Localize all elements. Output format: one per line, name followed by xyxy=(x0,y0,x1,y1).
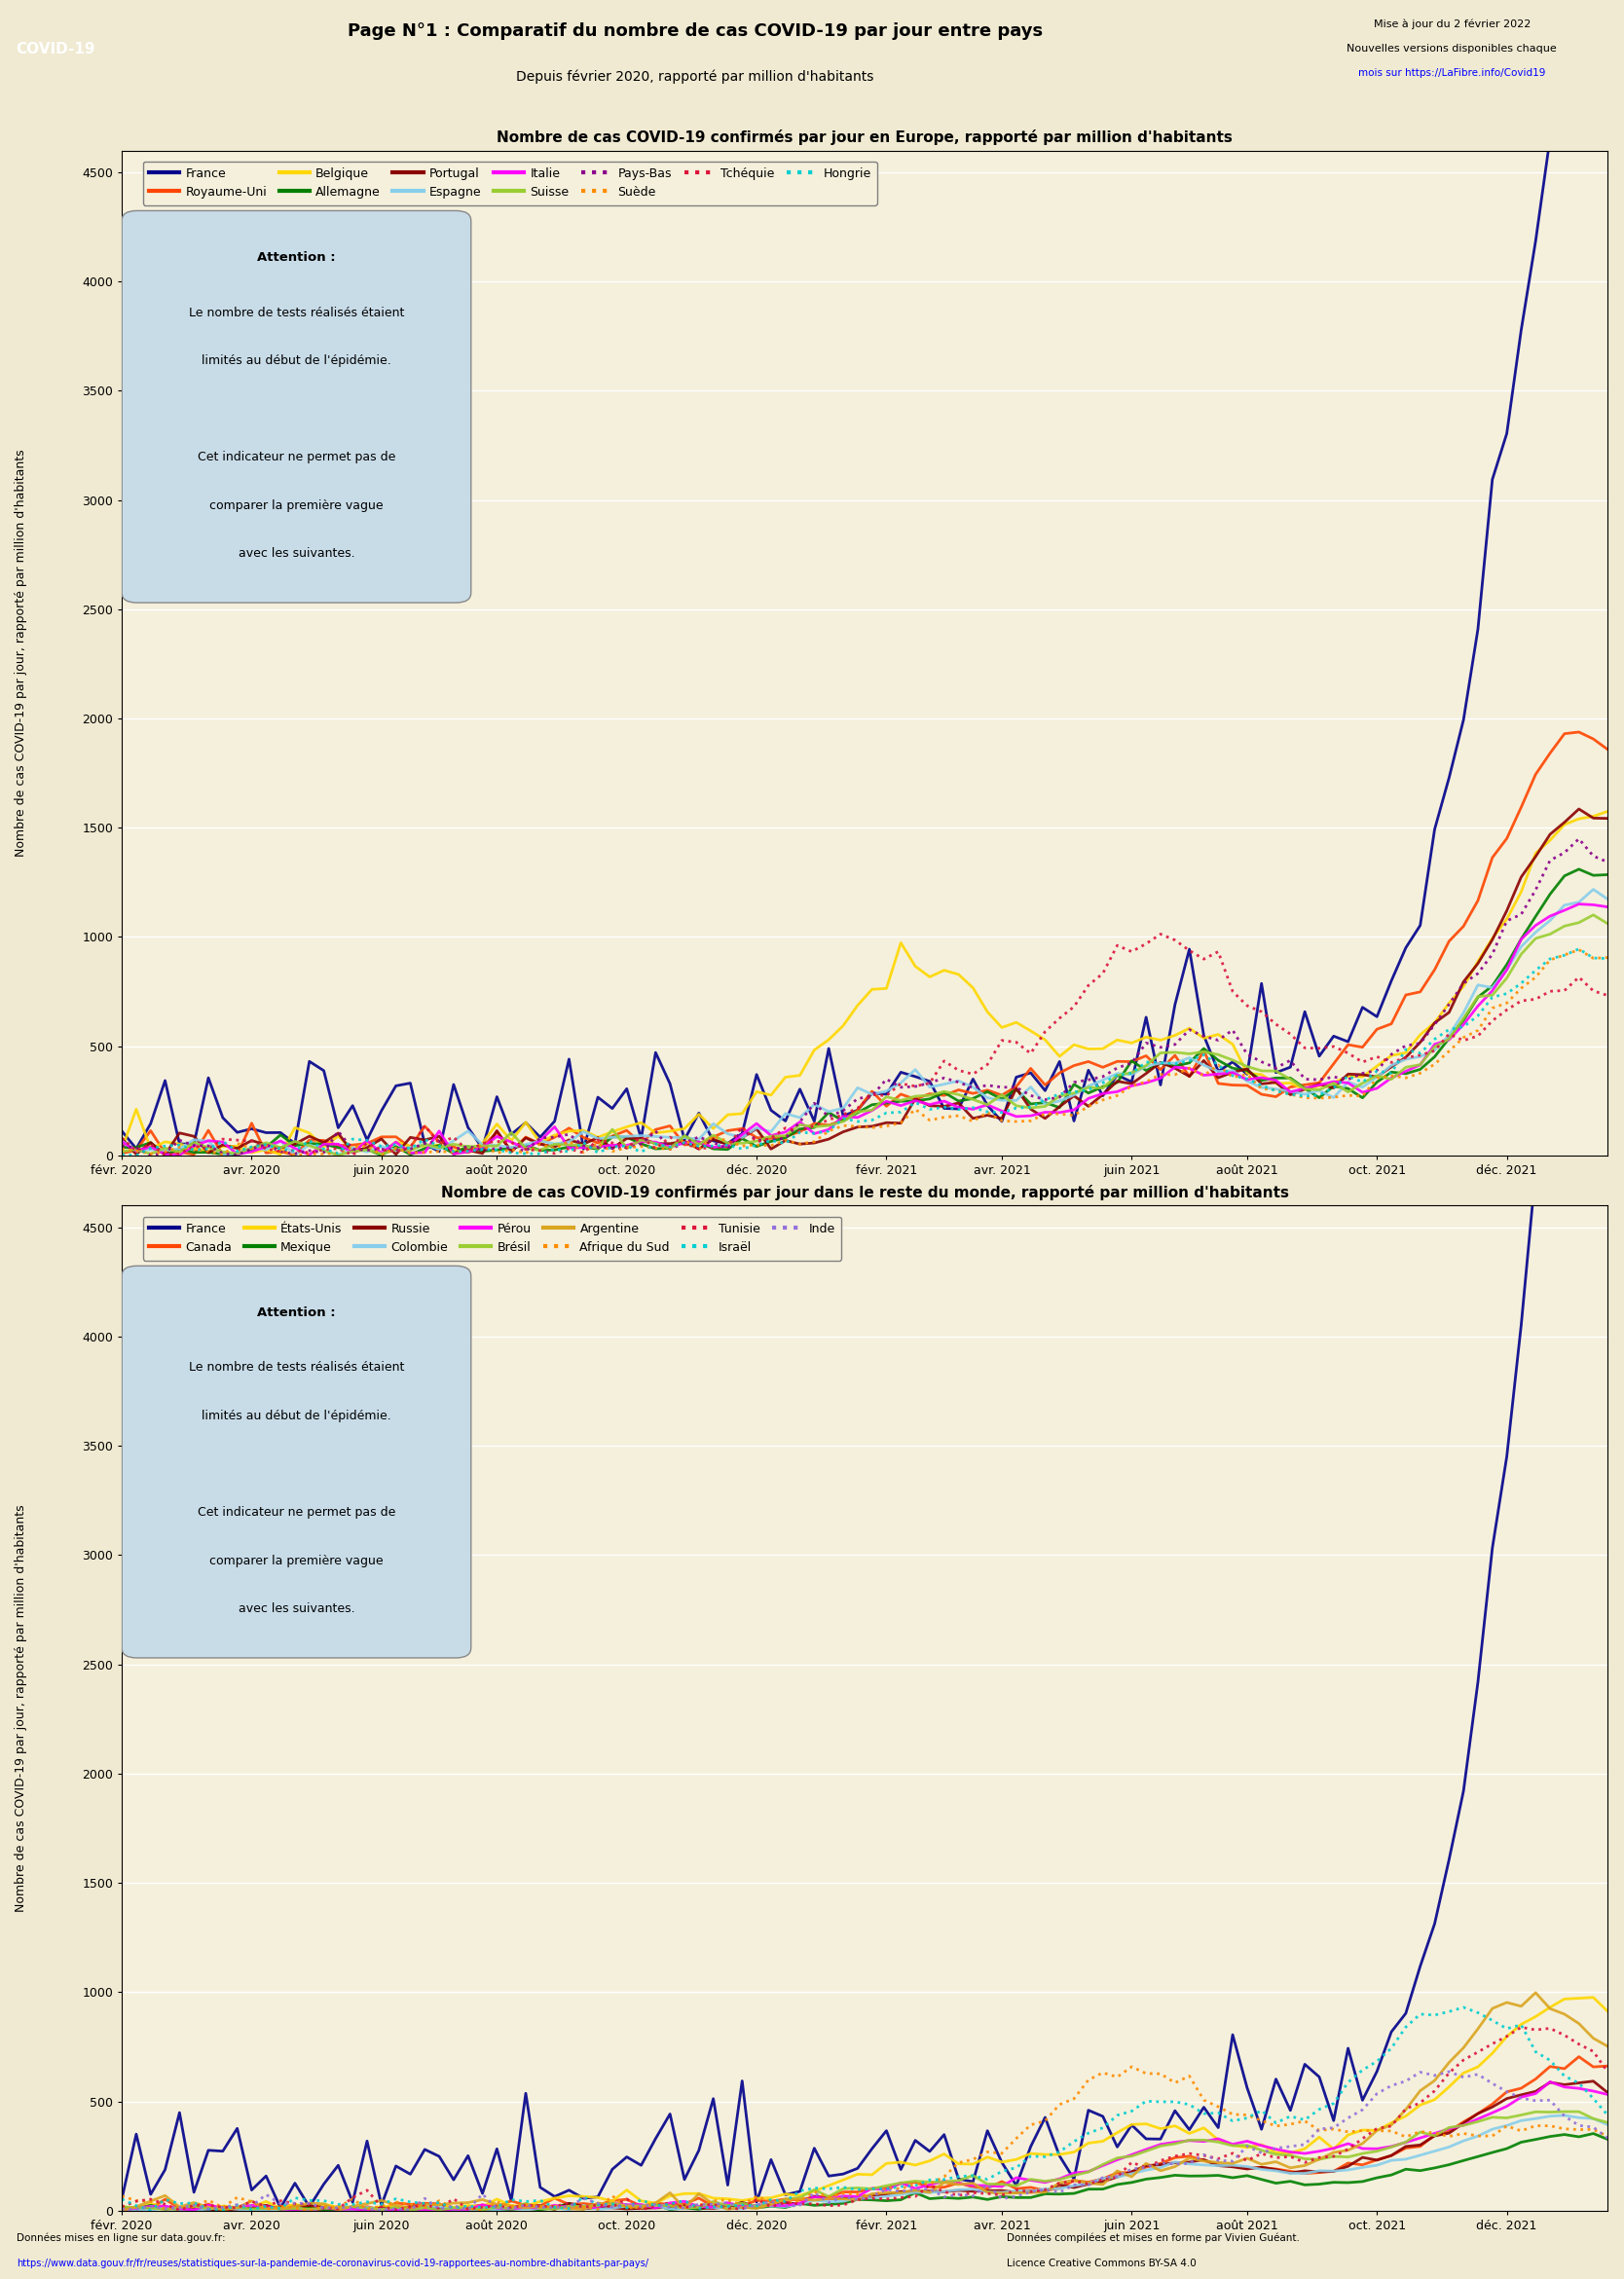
Text: comparer la première vague: comparer la première vague xyxy=(209,499,383,513)
Text: limités au début de l'épidémie.: limités au début de l'épidémie. xyxy=(201,1411,391,1422)
Text: avec les suivantes.: avec les suivantes. xyxy=(239,1602,354,1616)
Text: Licence Creative Commons BY-SA 4.0: Licence Creative Commons BY-SA 4.0 xyxy=(1007,2258,1197,2268)
Text: Nombre de cas COVID-19 par jour, rapporté par million d'habitants: Nombre de cas COVID-19 par jour, rapport… xyxy=(15,1504,28,1912)
Text: Mise à jour du 2 février 2022: Mise à jour du 2 février 2022 xyxy=(1374,21,1530,30)
Text: Nombre de cas COVID-19 par jour, rapporté par million d'habitants: Nombre de cas COVID-19 par jour, rapport… xyxy=(15,449,28,857)
Text: Le nombre de tests réalisés étaient: Le nombre de tests réalisés étaient xyxy=(188,1361,404,1374)
Text: Attention :: Attention : xyxy=(257,251,336,264)
FancyBboxPatch shape xyxy=(122,210,471,602)
Text: mois sur https://LaFibre.info/Covid19: mois sur https://LaFibre.info/Covid19 xyxy=(1358,68,1546,77)
FancyBboxPatch shape xyxy=(122,1265,471,1657)
Text: Attention :: Attention : xyxy=(257,1306,336,1320)
Text: avec les suivantes.: avec les suivantes. xyxy=(239,547,354,561)
Text: Données compilées et mises en forme par Vivien Guéant.: Données compilées et mises en forme par … xyxy=(1007,2233,1299,2243)
Title: Nombre de cas COVID-19 confirmés par jour dans le reste du monde, rapporté par m: Nombre de cas COVID-19 confirmés par jou… xyxy=(440,1185,1289,1201)
Text: Cet indicateur ne permet pas de: Cet indicateur ne permet pas de xyxy=(198,1506,395,1518)
Text: Le nombre de tests réalisés étaient: Le nombre de tests réalisés étaient xyxy=(188,305,404,319)
Text: Depuis février 2020, rapporté par million d'habitants: Depuis février 2020, rapporté par millio… xyxy=(516,68,874,84)
Title: Nombre de cas COVID-19 confirmés par jour en Europe, rapporté par million d'habi: Nombre de cas COVID-19 confirmés par jou… xyxy=(497,130,1233,146)
Text: Nouvelles versions disponibles chaque: Nouvelles versions disponibles chaque xyxy=(1346,43,1557,55)
Text: Page N°1 : Comparatif du nombre de cas COVID-19 par jour entre pays: Page N°1 : Comparatif du nombre de cas C… xyxy=(348,23,1043,41)
Text: COVID-19: COVID-19 xyxy=(16,41,94,57)
Text: limités au début de l'épidémie.: limités au début de l'épidémie. xyxy=(201,356,391,367)
Legend: France, Royaume-Uni, Belgique, Allemagne, Portugal, Espagne, Italie, Suisse, Pay: France, Royaume-Uni, Belgique, Allemagne… xyxy=(143,162,877,205)
Text: Cet indicateur ne permet pas de: Cet indicateur ne permet pas de xyxy=(198,451,395,463)
Text: Données mises en ligne sur data.gouv.fr:: Données mises en ligne sur data.gouv.fr: xyxy=(16,2233,226,2243)
Text: https://www.data.gouv.fr/fr/reuses/statistiques-sur-la-pandemie-de-coronavirus-c: https://www.data.gouv.fr/fr/reuses/stati… xyxy=(16,2258,648,2268)
Text: comparer la première vague: comparer la première vague xyxy=(209,1554,383,1568)
Legend: France, Canada, États-Unis, Mexique, Russie, Colombie, Pérou, Brésil, Argentine,: France, Canada, États-Unis, Mexique, Rus… xyxy=(143,1217,841,1260)
